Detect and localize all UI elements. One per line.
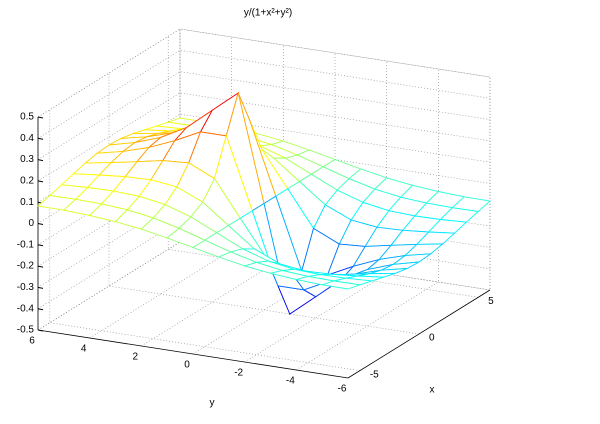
grid-line [192,53,336,355]
z-tick-label: 0.5 [20,112,34,123]
y-tick-label: 4 [81,344,87,355]
x-axis-label: x [430,385,435,396]
z-tick [37,244,44,247]
z-tick-label: -0.1 [17,239,35,250]
z-tick [37,180,44,183]
z-tick [37,223,44,225]
chart-title: y/(1+x²+y²) [244,8,292,19]
grid-line [37,29,181,331]
z-tick [37,116,44,119]
x-tick-label: 0 [429,333,435,344]
y-tick-label: -2 [234,368,243,379]
x-tick-label: 5 [488,296,494,307]
z-tick [37,265,44,268]
z-tick-label: 0.2 [20,176,34,187]
x-tick-label: -5 [370,369,379,380]
grid-line [141,45,284,347]
grid-line [296,69,439,371]
y-tick-label: -6 [338,384,347,395]
y-tick-label: 6 [29,336,35,347]
axis-line [37,329,349,379]
grid-line [347,77,491,379]
z-tick-label: -0.3 [17,282,35,293]
grid-line [244,61,388,363]
y-tick-label: 0 [184,360,190,371]
y-axis-label: y [210,398,215,409]
z-tick-label: 0.1 [20,197,34,208]
mesh-cell [322,280,360,290]
z-tick [37,308,44,311]
z-tick-label: 0.3 [20,154,34,165]
axis-line [347,289,491,379]
y-tick-label: 2 [133,352,139,363]
z-tick-label: 0 [28,218,34,229]
z-tick-label: -0.5 [17,325,35,336]
z-tick [37,286,44,289]
z-tick [37,159,44,162]
z-tick-label: -0.2 [17,261,35,272]
z-tick [37,137,44,140]
z-tick-label: 0.4 [20,133,34,144]
z-tick-label: -0.4 [17,303,35,314]
y-tick-label: -4 [286,376,295,387]
